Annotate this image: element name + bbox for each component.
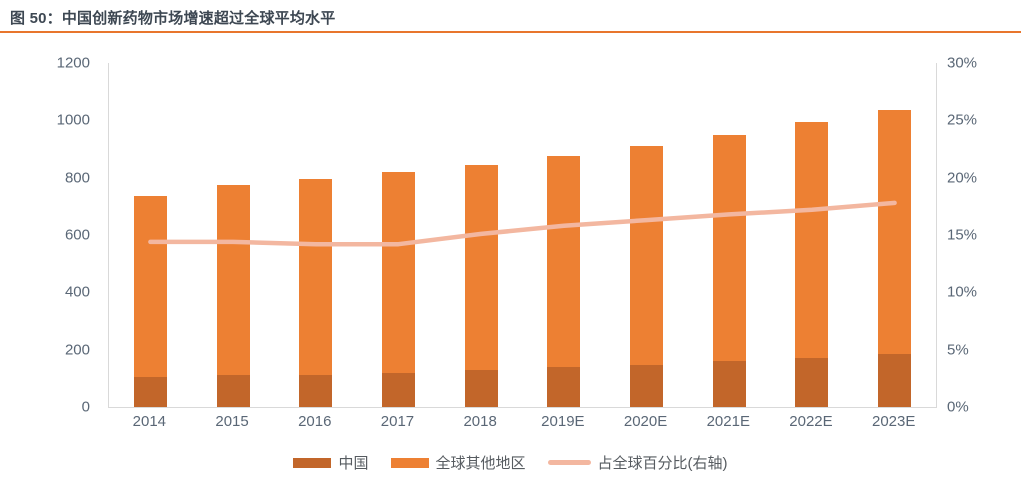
- bar-stack: [133, 196, 167, 407]
- bar-stack: [216, 184, 250, 407]
- bar-slot: [523, 63, 606, 407]
- bar-segment-world: [216, 184, 250, 376]
- bar-segment-china: [299, 374, 333, 407]
- plot-area: [108, 63, 937, 408]
- y-axis-left-tick-label: 200: [64, 341, 90, 359]
- legend-label: 全球其他地区: [435, 455, 526, 472]
- y-axis-right-tick-label: 20%: [947, 169, 978, 187]
- share-line-path: [148, 200, 897, 247]
- x-axis-tick-label: 2022E: [789, 413, 833, 430]
- y-axis-right-tick-label: 15%: [947, 226, 978, 244]
- bar-segment-china: [381, 373, 415, 407]
- bar-stack: [299, 179, 333, 407]
- bar-slot: [192, 63, 275, 407]
- y-axis-left-tick-label: 600: [64, 226, 90, 244]
- y-axis-left-tick-label: 800: [64, 169, 90, 187]
- bar-stack: [878, 110, 912, 407]
- bar-segment-china: [216, 375, 250, 407]
- bar-segment-china: [464, 370, 498, 407]
- x-axis-tick-label: 2018: [463, 413, 497, 430]
- legend-swatch-share-line-icon: [547, 460, 591, 465]
- bar-slot: [853, 63, 936, 407]
- bar-segment-world: [299, 179, 333, 375]
- bar-stack: [795, 121, 829, 407]
- legend-item: 全球其他地区: [390, 452, 526, 473]
- bar-stack: [381, 171, 415, 407]
- figure-title: 图 50：中国创新药物市场增速超过全球平均水平: [10, 10, 336, 27]
- bar-slot: [771, 63, 854, 407]
- x-axis-tick-label: 2021E: [706, 413, 750, 430]
- bar-segment-china: [133, 376, 167, 407]
- bar-segment-world: [712, 134, 746, 362]
- x-axis-tick-label: 2015: [215, 413, 249, 430]
- y-axis-left-tick-label: 1200: [56, 54, 90, 72]
- bar-segment-world: [795, 121, 829, 358]
- bar-stack: [630, 146, 664, 407]
- y-axis-right-tick-label: 0%: [947, 398, 969, 416]
- bar-slot: [357, 63, 440, 407]
- bar-slot: [688, 63, 771, 407]
- bar-stack: [547, 156, 581, 407]
- legend-swatch-china-icon: [293, 457, 332, 468]
- y-axis-right-tick-label: 25%: [947, 111, 978, 129]
- y-axis-right-tick-label: 5%: [947, 341, 969, 359]
- y-axis-left-tick-label: 0: [81, 398, 90, 416]
- legend-item: 占全球百分比(右轴): [547, 452, 728, 473]
- x-axis: 2014 2015 2016 2017 2018 2019E 2020E 2021E 2022E…: [108, 413, 935, 430]
- bar-slot: [109, 63, 192, 407]
- bar-segment-world: [878, 110, 912, 355]
- bar-segment-china: [630, 364, 664, 407]
- share-line: [148, 200, 897, 247]
- x-axis-tick-label: 2020E: [623, 413, 668, 430]
- bar-segment-china: [878, 354, 912, 407]
- x-axis-tick-label: 2023E: [871, 413, 916, 430]
- bar-segment-world: [547, 156, 581, 368]
- bar-slot: [274, 63, 357, 407]
- x-axis-tick-label: 2014: [132, 413, 167, 430]
- bar-series: [109, 63, 936, 407]
- legend-label: 占全球百分比(右轴): [597, 455, 728, 472]
- bar-segment-china: [547, 367, 581, 407]
- x-axis-tick-label: 2019E: [541, 413, 585, 430]
- bar-segment-world: [630, 146, 664, 365]
- legend: 中国 全球其他地区 占全球百分比(右轴): [0, 452, 1021, 473]
- y-axis-right-tick-label: 30%: [947, 54, 978, 72]
- y-axis-left-tick-label: 400: [64, 283, 90, 301]
- y-axis-left-tick-label: 1000: [56, 111, 90, 129]
- bar-stack: [464, 164, 498, 407]
- bar-segment-china: [712, 361, 746, 407]
- title-underline: [0, 31, 1021, 33]
- bar-segment-world: [133, 196, 167, 377]
- bar-stack: [712, 134, 746, 407]
- bar-segment-china: [795, 357, 829, 407]
- bar-segment-world: [381, 171, 415, 374]
- bar-segment-world: [464, 164, 498, 371]
- bar-slot: [440, 63, 523, 407]
- y-axis-right-tick-label: 10%: [947, 283, 978, 301]
- x-axis-tick-label: 2016: [298, 413, 332, 430]
- x-axis-tick-label: 2017: [380, 413, 415, 430]
- legend-item: 中国: [293, 452, 369, 473]
- bar-slot: [605, 63, 688, 407]
- legend-label: 中国: [338, 455, 369, 472]
- legend-swatch-world-icon: [390, 457, 429, 468]
